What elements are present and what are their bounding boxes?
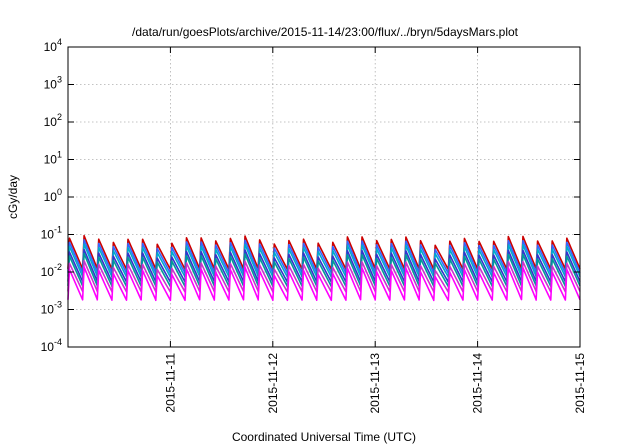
y-tick-label-base: 10 [41,303,55,317]
series-group [67,234,581,302]
y-tick-label-base: 10 [44,78,58,92]
x-tick-label: 2015-11-11 [163,353,177,413]
y-tick-label-base: 10 [41,340,55,354]
y-tick-label: 10-3 [41,300,62,317]
y-tick-label: 10-2 [41,262,62,279]
y-tick-label: 100 [44,187,62,204]
y-tick-label-exp: 2 [57,112,62,122]
tick-marks [68,46,581,348]
grid [68,47,580,347]
y-tick-label-base: 10 [41,265,55,279]
x-axis-label: Coordinated Universal Time (UTC) [232,430,416,444]
series-line-6 [67,266,581,302]
y-tick-label-exp: -4 [54,337,62,347]
y-tick-label-base: 10 [44,153,58,167]
y-tick-label: 103 [44,75,62,92]
y-tick-label: 102 [44,112,62,129]
y-tick-label-exp: 1 [57,150,62,160]
y-tick-label-base: 10 [44,190,58,204]
x-tick-label: 2015-11-15 [573,353,587,414]
x-tick-label: 2015-11-12 [266,353,280,414]
series-line-0 [67,234,581,271]
y-tick-label-base: 10 [44,40,58,54]
y-tick-label-exp: 3 [57,75,62,85]
x-tick-labels: 2015-11-11 2015-11-12 2015-11-13 2015-11-14… [163,353,587,414]
y-tick-label: 101 [44,150,62,167]
y-tick-label: 10-4 [41,337,62,354]
y-tick-label: 104 [44,37,62,54]
y-tick-label: 10-1 [41,225,62,242]
y-tick-label-base: 10 [41,228,55,242]
y-tick-label-exp: -3 [54,300,62,310]
y-tick-label-exp: -2 [54,262,62,272]
y-axis-label: cGy/day [6,175,20,219]
x-tick-label: 2015-11-13 [368,353,382,414]
y-tick-label-base: 10 [44,115,58,129]
chart-title: /data/run/goesPlots/archive/2015-11-14/2… [132,25,519,39]
y-tick-label-exp: -1 [54,225,62,235]
x-tick-label: 2015-11-14 [471,353,485,414]
y-tick-label-exp: 0 [57,187,62,197]
y-tick-label-exp: 4 [57,37,62,47]
